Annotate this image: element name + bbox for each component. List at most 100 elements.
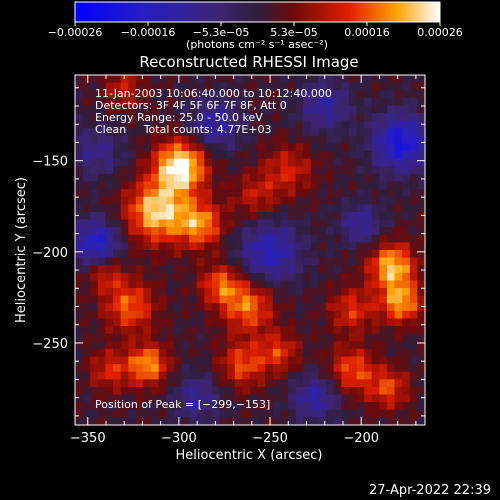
heatmap-cell [242,242,251,251]
heatmap-cell [295,211,304,220]
heatmap-cell [151,257,160,266]
heatmap-cell [348,394,357,403]
heatmap-cell [166,341,175,350]
heatmap-cell [386,326,395,335]
heatmap-cell [204,310,213,319]
heatmap-cell [265,97,274,106]
heatmap-cell [326,135,335,144]
heatmap-cell [394,158,403,167]
heatmap-cell [234,356,243,365]
heatmap-cell [211,219,220,228]
heatmap-cell [265,105,274,114]
heatmap-cell [333,356,342,365]
heatmap-cell [234,394,243,403]
heatmap-cell [257,288,266,297]
heatmap-cell [158,295,167,304]
heatmap-cell [310,219,319,228]
heatmap-cell [272,265,281,274]
heatmap-cell [303,189,312,198]
heatmap-cell [211,204,220,213]
heatmap-cell [128,242,137,251]
heatmap-cell [189,204,198,213]
heatmap-cell [394,105,403,114]
heatmap-cell [166,409,175,418]
heatmap-cell [128,356,137,365]
heatmap-cell [326,348,335,357]
heatmap-cell [181,348,190,357]
heatmap-cell [120,120,129,129]
heatmap-cell [181,151,190,160]
heatmap-cell [402,158,411,167]
heatmap-cell [417,356,426,365]
heatmap-cell [348,379,357,388]
heatmap-cell [120,265,129,274]
heatmap-cell [409,143,418,152]
heatmap-cell [417,303,426,312]
heatmap-cell [120,113,129,122]
heatmap-cell [280,181,289,190]
heatmap-cell [227,326,236,335]
heatmap-cell [280,409,289,418]
heatmap-cell [250,166,259,175]
heatmap-cell [151,82,160,91]
heatmap-cell [341,196,350,205]
heatmap-cell [120,97,129,106]
heatmap-cell [105,356,114,365]
heatmap-cell [227,280,236,289]
heatmap-cell [90,227,99,236]
heatmap-cell [90,348,99,357]
heatmap-cell [341,379,350,388]
heatmap-cell [227,227,236,236]
heatmap-cell [196,371,205,380]
heatmap-cell [341,242,350,251]
heatmap-cell [394,196,403,205]
heatmap-cell [128,105,137,114]
heatmap-cell [417,310,426,319]
heatmap-cell [318,379,327,388]
heatmap-cell [394,303,403,312]
heatmap-cell [173,280,182,289]
heatmap-cell [371,166,380,175]
heatmap-cell [227,250,236,259]
heatmap-cell [90,189,99,198]
heatmap-cell [417,128,426,137]
heatmap-cell [143,288,152,297]
heatmap-cell [158,151,167,160]
heatmap-cell [158,234,167,243]
heatmap-cell [257,234,266,243]
heatmap-cell [402,181,411,190]
heatmap-cell [219,97,228,106]
heatmap-cell [272,272,281,281]
heatmap-cell [211,364,220,373]
heatmap-cell [97,135,106,144]
heatmap-cell [75,211,84,220]
heatmap-cell [310,394,319,403]
heatmap-cell [257,227,266,236]
heatmap-cell [303,341,312,350]
heatmap-cell [326,234,335,243]
heatmap-cell [371,310,380,319]
heatmap-cell [386,196,395,205]
heatmap-cell [295,379,304,388]
heatmap-cell [348,166,357,175]
heatmap-cell [310,303,319,312]
heatmap-cell [219,151,228,160]
x-tick-label: −300 [161,431,197,446]
heatmap-cell [272,348,281,357]
heatmap-cell [82,379,91,388]
heatmap-cell [288,318,297,327]
heatmap-cell [227,288,236,297]
heatmap-cell [75,173,84,182]
heatmap-cell [135,326,144,335]
heatmap-cell [250,333,259,342]
heatmap-cell [250,250,259,259]
heatmap-cell [173,318,182,327]
heatmap-cell [364,379,373,388]
heatmap-cell [318,97,327,106]
heatmap-cell [326,75,335,84]
heatmap-cell [272,280,281,289]
heatmap-cell [135,219,144,228]
heatmap-cell [234,242,243,251]
heatmap-cell [364,97,373,106]
heatmap-cell [113,196,122,205]
